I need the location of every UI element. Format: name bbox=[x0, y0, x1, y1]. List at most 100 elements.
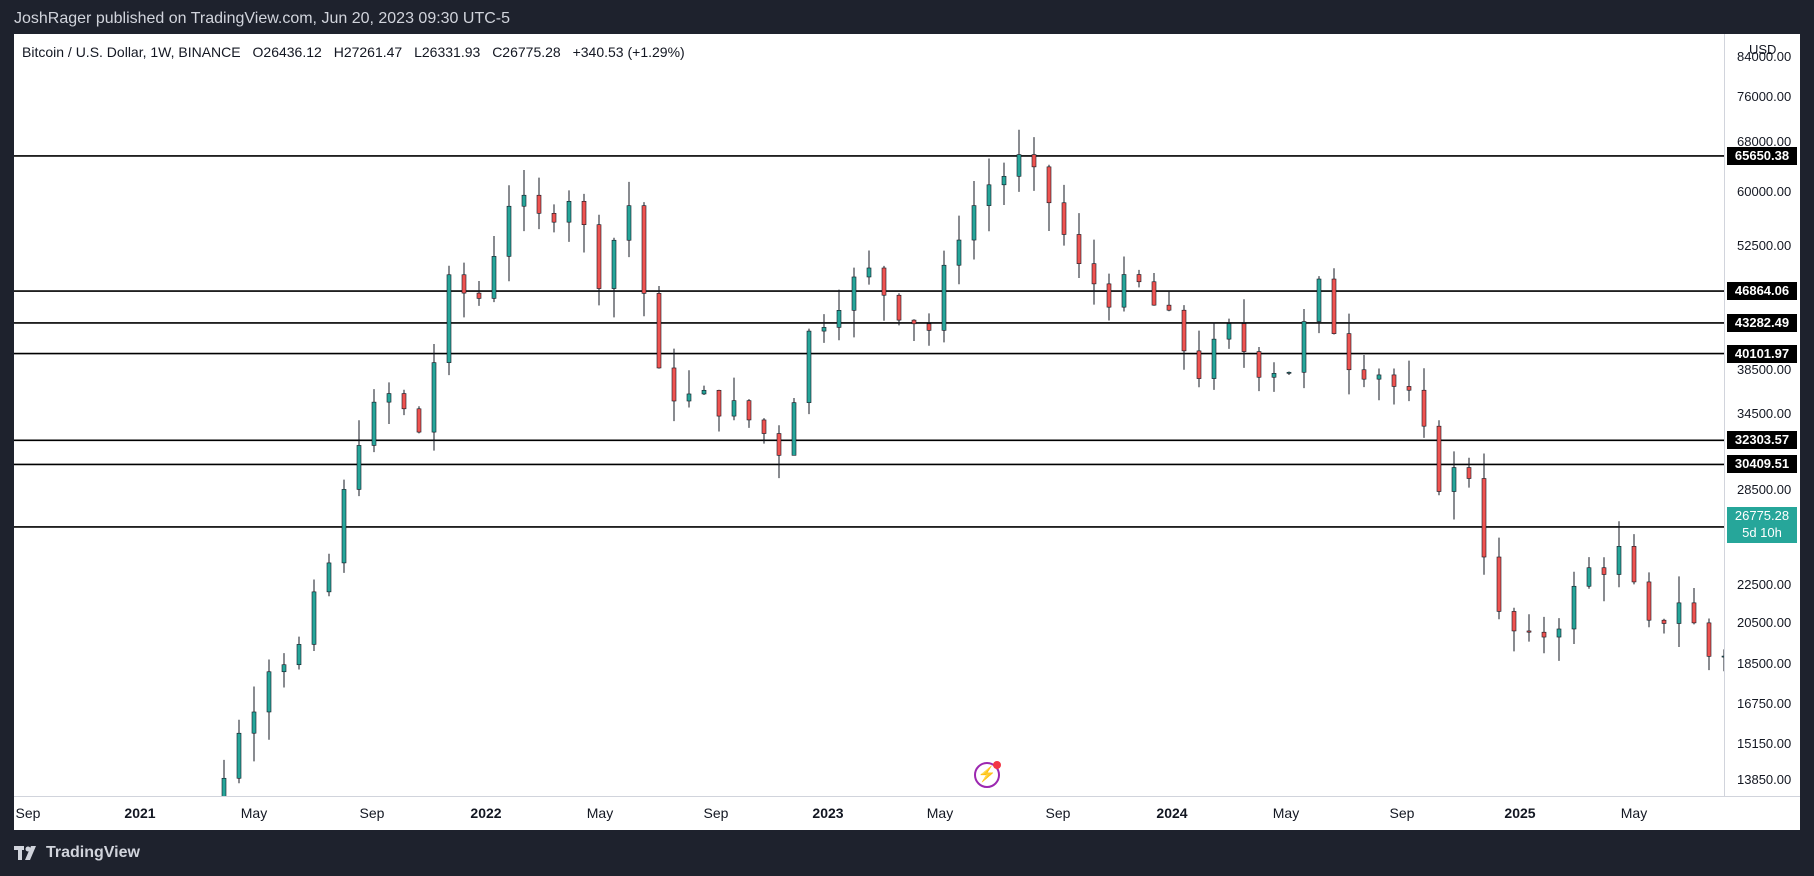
candle-body-35 bbox=[671, 367, 677, 402]
candle-body-70 bbox=[1196, 350, 1202, 379]
candle-body-82 bbox=[1376, 374, 1382, 380]
candle-body-25 bbox=[521, 194, 527, 207]
candle-body-39 bbox=[731, 400, 737, 417]
candle-body-90 bbox=[1496, 556, 1502, 612]
candle-body-68 bbox=[1166, 304, 1172, 311]
candle-body-102 bbox=[1676, 602, 1682, 624]
brand[interactable]: TradingView bbox=[14, 844, 140, 862]
candle-body-98 bbox=[1616, 546, 1622, 575]
candle-body-60 bbox=[1046, 166, 1052, 204]
candle-body-73 bbox=[1241, 323, 1247, 352]
x-tick-label-7: 2023 bbox=[812, 805, 844, 821]
candle-body-8 bbox=[266, 671, 272, 713]
candle-body-50 bbox=[896, 294, 902, 321]
candle-body-20 bbox=[446, 274, 452, 363]
candle-body-75 bbox=[1271, 373, 1277, 378]
candle-body-71 bbox=[1211, 338, 1217, 379]
candle-body-100 bbox=[1646, 581, 1652, 621]
candle-body-65 bbox=[1121, 274, 1127, 308]
candle-body-16 bbox=[386, 393, 392, 403]
y-tick-label-5: 38500.00 bbox=[1737, 361, 1792, 377]
price-axis[interactable]: USD 65650.38 46864.06 43282.49 40101.97 3230… bbox=[1724, 34, 1801, 796]
candle-body-86 bbox=[1436, 425, 1442, 492]
candle-body-14 bbox=[356, 445, 362, 490]
x-tick-label-1: 2021 bbox=[124, 805, 156, 821]
symbol-legend: Bitcoin / U.S. Dollar, 1W, BINANCE O2643… bbox=[22, 44, 693, 60]
candle-body-105 bbox=[1721, 655, 1724, 658]
candle-body-92 bbox=[1526, 630, 1532, 633]
candle-body-49 bbox=[881, 267, 887, 296]
candle-body-40 bbox=[746, 400, 752, 421]
candle-body-97 bbox=[1601, 567, 1607, 575]
x-tick-label-9: Sep bbox=[1045, 805, 1071, 821]
y-tick-label-7: 28500.00 bbox=[1737, 482, 1792, 498]
candle-body-88 bbox=[1466, 467, 1472, 479]
y-tick-label-0: 84000.00 bbox=[1737, 49, 1792, 65]
x-tick-label-10: 2024 bbox=[1156, 805, 1188, 821]
candle-body-37 bbox=[701, 389, 707, 395]
y-tick-label-8: 22500.00 bbox=[1737, 577, 1792, 593]
candle-body-83 bbox=[1391, 374, 1397, 387]
candle-body-38 bbox=[716, 389, 722, 417]
candle-body-22 bbox=[476, 292, 482, 299]
candle-body-31 bbox=[611, 239, 617, 289]
plot-area[interactable]: Bitcoin / U.S. Dollar, 1W, BINANCE O2643… bbox=[14, 34, 1724, 796]
legend-low: L26331.93 bbox=[414, 44, 481, 60]
x-tick-label-12: Sep bbox=[1389, 805, 1415, 821]
candle-body-36 bbox=[686, 393, 692, 402]
candle-body-13 bbox=[341, 489, 347, 564]
candle-body-93 bbox=[1541, 631, 1547, 638]
time-axis[interactable]: Sep 2021 May Sep 2022 May Sep 2023 May Sep 2024 May… bbox=[14, 796, 1800, 831]
candle-body-85 bbox=[1421, 389, 1427, 427]
candle-body-55 bbox=[971, 205, 977, 241]
candle-body-53 bbox=[941, 264, 947, 331]
notification-dot bbox=[993, 761, 1001, 769]
candle-body-34 bbox=[656, 293, 662, 369]
candle-body-19 bbox=[431, 362, 437, 433]
candle-body-59 bbox=[1031, 154, 1037, 168]
candle-body-99 bbox=[1631, 546, 1637, 583]
chart-panel: Bitcoin / U.S. Dollar, 1W, BINANCE O2643… bbox=[14, 34, 1800, 830]
x-tick-label-5: May bbox=[586, 805, 614, 821]
level-label-1: 46864.06 bbox=[1727, 282, 1797, 301]
candle-body-29 bbox=[581, 200, 587, 226]
y-tick-label-11: 16750.00 bbox=[1737, 695, 1792, 711]
candle-body-94 bbox=[1556, 628, 1562, 638]
current-price-label: 26775.28 5d 10h bbox=[1727, 506, 1797, 543]
candle-body-48 bbox=[866, 267, 872, 278]
top-bar: JoshRager published on TradingView.com, … bbox=[0, 0, 1814, 34]
x-tick-label-13: 2025 bbox=[1504, 805, 1536, 821]
candle-body-52 bbox=[926, 323, 932, 331]
level-label-5: 30409.51 bbox=[1727, 455, 1797, 474]
candle-body-62 bbox=[1076, 234, 1082, 264]
tradingview-logo-icon bbox=[14, 846, 36, 860]
candle-body-95 bbox=[1571, 585, 1577, 630]
candle-body-63 bbox=[1091, 263, 1097, 285]
candle-body-84 bbox=[1406, 386, 1412, 391]
x-tick-label-14: May bbox=[1620, 805, 1648, 821]
candle-body-27 bbox=[551, 212, 557, 223]
brand-label: TradingView bbox=[46, 844, 140, 861]
candle-body-28 bbox=[566, 200, 572, 223]
legend-close: C26775.28 bbox=[492, 44, 561, 60]
candle-body-101 bbox=[1661, 619, 1667, 624]
candle-body-46 bbox=[836, 310, 842, 328]
candle-body-91 bbox=[1511, 611, 1517, 632]
candle-body-51 bbox=[911, 319, 917, 325]
candle-body-5 bbox=[221, 777, 227, 796]
legend-open: O26436.12 bbox=[252, 44, 322, 60]
candle-body-96 bbox=[1586, 567, 1592, 587]
lightning-icon[interactable]: ⚡ bbox=[974, 761, 1001, 788]
y-tick-label-2: 68000.00 bbox=[1737, 133, 1792, 149]
candle-body-103 bbox=[1691, 602, 1697, 624]
candle-body-74 bbox=[1256, 351, 1262, 378]
candle-body-57 bbox=[1001, 175, 1007, 186]
y-tick-label-13: 13850.00 bbox=[1737, 771, 1792, 787]
chart-svg bbox=[14, 129, 1724, 796]
legend-change: +340.53 (+1.29%) bbox=[572, 44, 685, 60]
candle-body-26 bbox=[536, 194, 542, 214]
candle-body-11 bbox=[311, 591, 317, 645]
candle-body-56 bbox=[986, 184, 992, 206]
candle-body-61 bbox=[1061, 202, 1067, 235]
candle-body-77 bbox=[1301, 321, 1307, 373]
